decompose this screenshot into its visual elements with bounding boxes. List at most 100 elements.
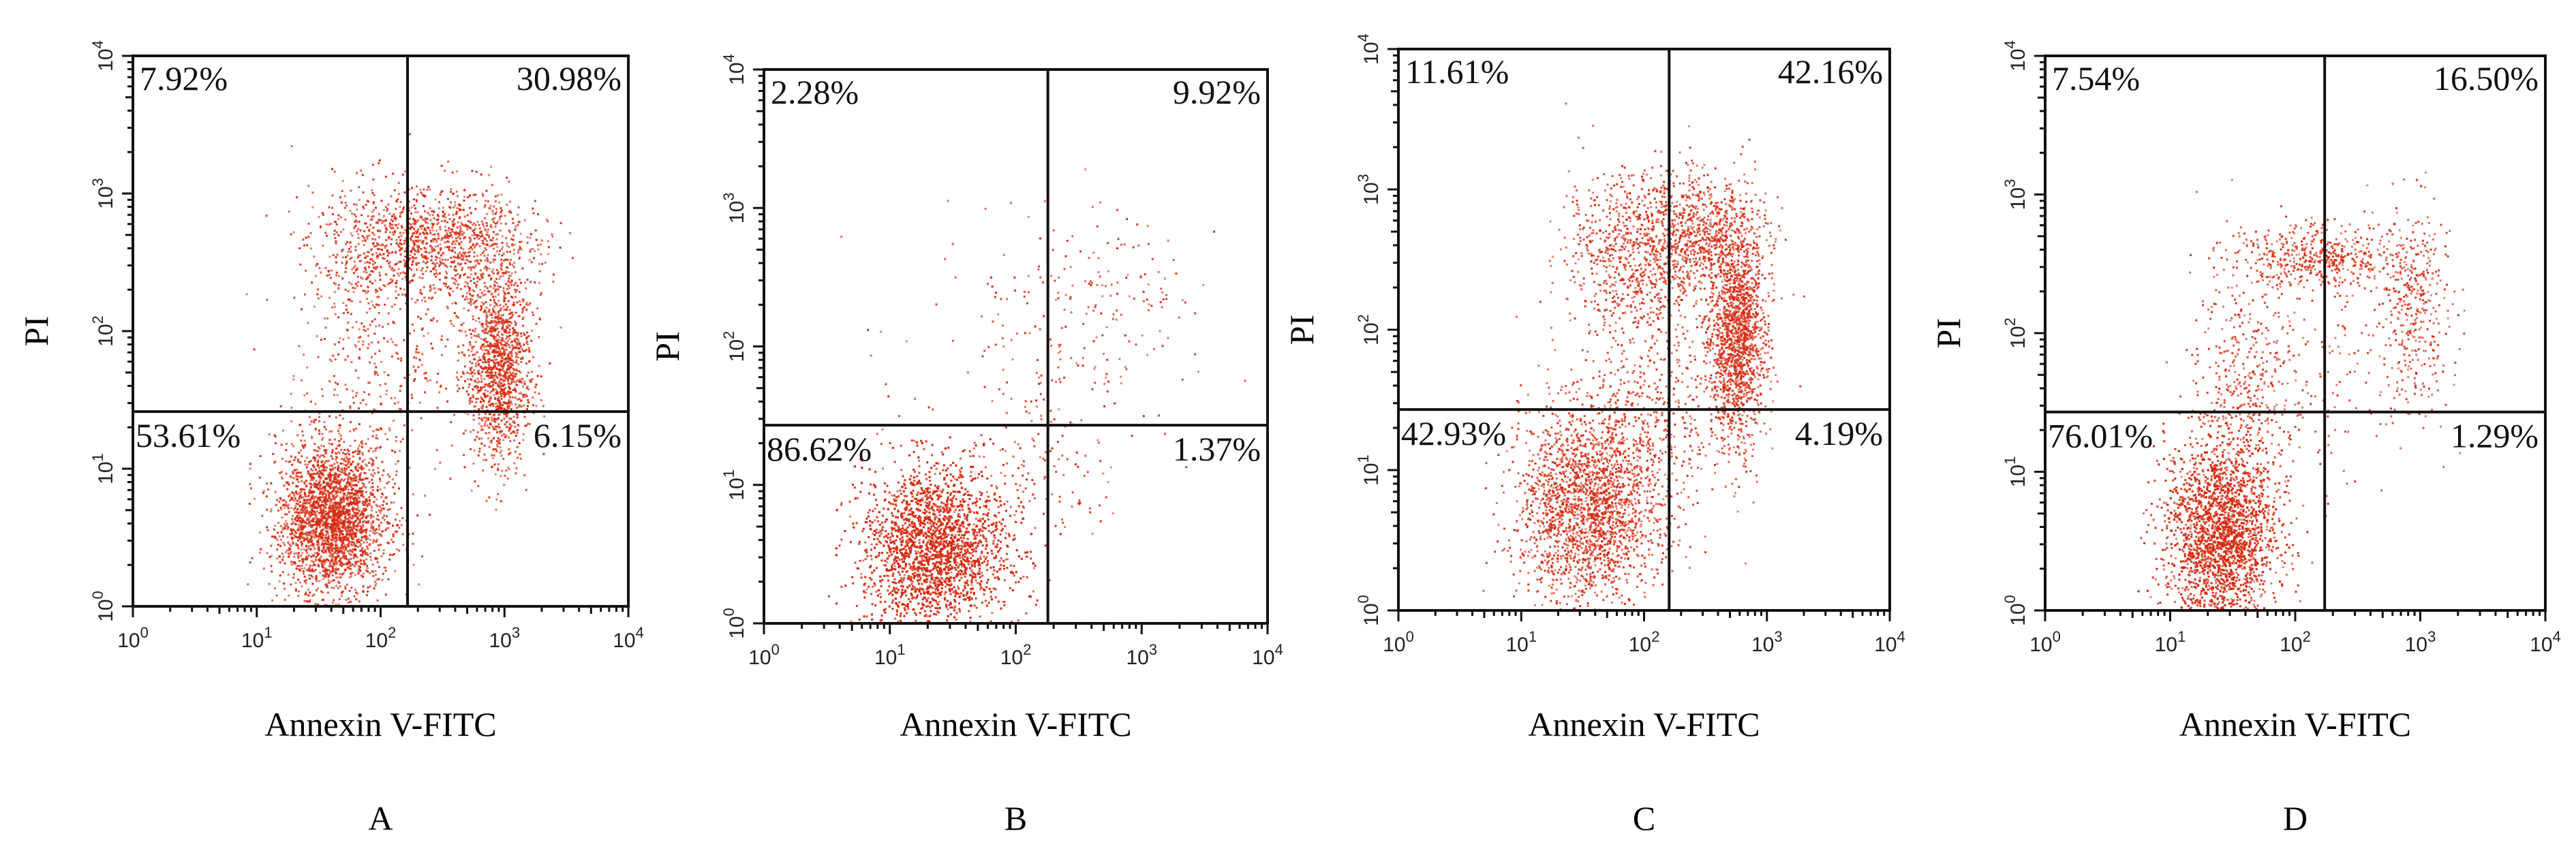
event-dot — [386, 503, 388, 505]
event-dot — [337, 550, 339, 553]
event-dot — [371, 542, 374, 544]
event-dot — [340, 201, 343, 204]
event-dot — [474, 341, 477, 343]
event-dot — [431, 222, 433, 225]
event-dot — [321, 493, 324, 496]
event-dot — [311, 191, 314, 194]
event-dot — [344, 270, 347, 273]
event-dot — [345, 243, 348, 245]
event-dot — [367, 514, 370, 517]
event-dot — [497, 377, 500, 379]
event-dot — [474, 320, 477, 322]
event-dot — [458, 387, 461, 390]
event-dot — [497, 346, 500, 349]
event-dot — [492, 377, 495, 379]
event-dot — [356, 508, 358, 511]
event-dot — [422, 219, 425, 221]
event-dot — [369, 556, 372, 558]
event-dot — [516, 407, 518, 409]
event-dot — [368, 469, 371, 471]
event-dot — [291, 499, 294, 501]
event-dot — [288, 495, 290, 497]
event-dot — [279, 506, 282, 509]
event-dot — [444, 219, 446, 222]
event-dot — [294, 523, 297, 525]
event-dot — [477, 454, 480, 457]
event-dot — [331, 493, 334, 496]
event-dot — [330, 565, 333, 568]
event-dot — [489, 342, 492, 345]
event-dot — [454, 223, 456, 226]
event-dot — [283, 523, 286, 525]
event-dot — [500, 263, 502, 266]
event-dot — [480, 397, 483, 400]
event-dot — [378, 296, 380, 298]
event-dot — [301, 475, 303, 478]
event-dot — [533, 257, 536, 260]
event-dot — [343, 572, 345, 574]
event-dot — [318, 487, 321, 490]
event-dot — [301, 480, 303, 482]
event-dot — [350, 587, 353, 589]
event-dot — [405, 237, 408, 240]
event-dot — [453, 281, 455, 284]
event-dot — [488, 377, 491, 379]
event-dot — [472, 345, 475, 348]
event-dot — [476, 280, 478, 283]
event-dot — [314, 484, 317, 486]
event-dot — [515, 450, 517, 453]
event-dot — [350, 283, 353, 285]
event-dot — [464, 298, 466, 301]
event-dot — [472, 329, 474, 332]
event-dot — [303, 567, 306, 570]
event-dot — [514, 320, 517, 323]
event-dot — [319, 526, 322, 529]
event-dot — [525, 302, 528, 305]
event-dot — [460, 330, 463, 332]
event-dot — [425, 247, 427, 250]
event-dot — [299, 461, 302, 464]
event-dot — [497, 351, 500, 353]
event-dot — [514, 397, 517, 399]
event-dot — [480, 275, 482, 278]
event-dot — [421, 256, 424, 259]
event-dot — [318, 525, 321, 527]
event-dot — [331, 518, 333, 521]
event-dot — [345, 599, 348, 601]
event-dot — [429, 245, 431, 247]
event-dot — [468, 236, 471, 239]
event-dot — [300, 555, 303, 557]
event-dot — [510, 322, 512, 324]
event-dot — [352, 506, 354, 509]
event-dot — [325, 582, 328, 585]
event-dot — [480, 338, 482, 341]
event-dot — [294, 535, 297, 538]
event-dot — [376, 290, 379, 292]
event-dot — [495, 316, 497, 319]
event-dot — [521, 385, 524, 388]
event-dot — [508, 346, 511, 349]
event-dot — [524, 424, 527, 427]
event-dot — [272, 453, 275, 455]
event-dot — [520, 358, 523, 360]
event-dot — [292, 477, 295, 480]
event-dot — [358, 521, 361, 524]
event-dot — [372, 475, 374, 478]
event-dot — [335, 550, 338, 553]
event-dot — [288, 548, 290, 551]
event-dot — [496, 392, 499, 394]
event-dot — [532, 356, 535, 358]
event-dot — [496, 344, 499, 347]
event-dot — [479, 259, 482, 262]
event-dot — [318, 506, 321, 509]
event-dot — [414, 219, 417, 222]
event-dot — [337, 555, 340, 557]
event-dot — [492, 213, 495, 215]
event-dot — [319, 478, 322, 480]
event-dot — [343, 569, 346, 572]
event-dot — [480, 429, 482, 431]
event-dot — [416, 236, 419, 238]
event-dot — [354, 283, 357, 285]
event-dot — [379, 512, 382, 514]
